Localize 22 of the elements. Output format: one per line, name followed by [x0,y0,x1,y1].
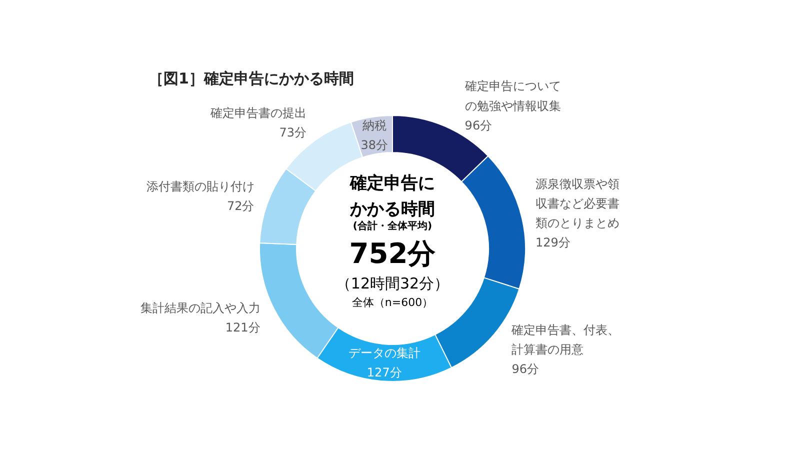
text: （12時間32分） [336,274,450,292]
slice-label: 確定申告についての勉強や情報収集 [464,79,561,113]
text: (合計・全体平均) [352,220,432,232]
text: 確定申告にかかる時間 [349,174,435,220]
slice-label: 集計結果の記入や入力 [140,301,260,316]
slice-label: 確定申告書の提出 [209,106,306,120]
data-label: 72分 [226,199,254,214]
slice-label: データの集計 [348,346,420,360]
data-label: 96分 [464,118,492,132]
data-label: 96分 [512,362,540,376]
slice-label: 納税 [362,118,386,133]
text: 752分 [349,237,437,270]
slice-label: 源泉徴収票や領収書など必要書類のとりまとめ [535,176,620,230]
slice-label: 確定申告書、付表、計算書の用意 [510,322,620,357]
data-label: 38分 [360,138,388,152]
data-label: 127分 [366,366,402,380]
data-label: 121分 [225,320,260,335]
chart-title: ［図1］確定申告にかかる時間 [148,70,354,88]
slice-label: 添付書類の貼り付け [146,180,254,194]
data-label: 129分 [535,236,570,250]
data-label: 73分 [279,125,306,140]
text: 全体（n=600） [352,296,434,309]
